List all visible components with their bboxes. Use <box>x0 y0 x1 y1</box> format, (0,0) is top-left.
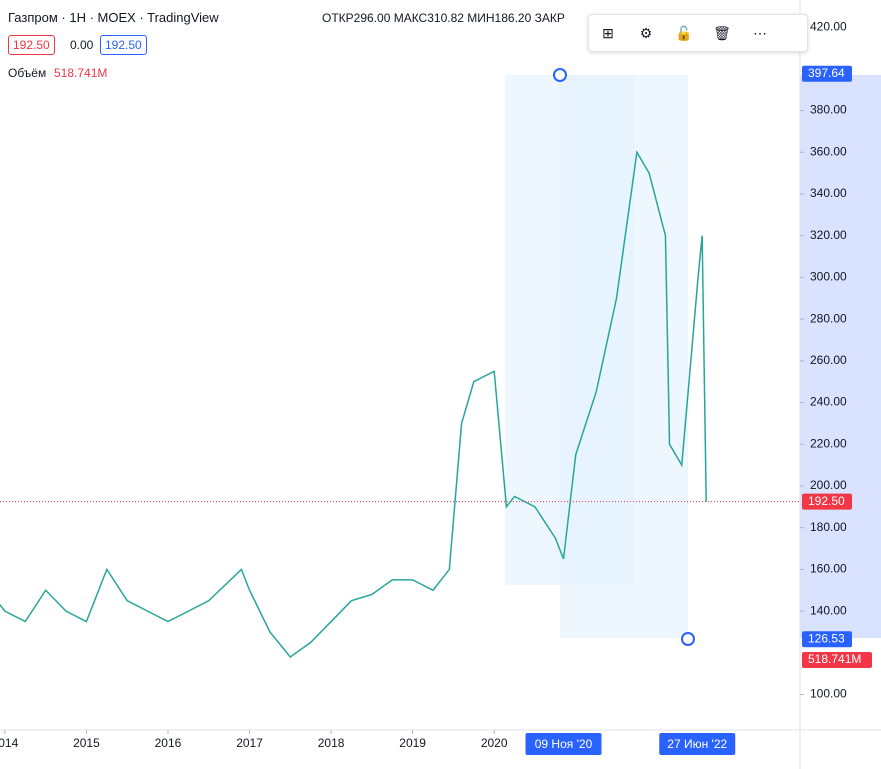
y-tick-label: 260.00 <box>810 353 847 367</box>
y-tick-label: 360.00 <box>810 144 847 158</box>
y-tick-label: 340.00 <box>810 186 847 200</box>
delete-button[interactable]: 🗑 <box>713 24 731 41</box>
y-tick-label: 300.00 <box>810 270 847 284</box>
y-tick-label: 280.00 <box>810 311 847 325</box>
x-tick-label: 2017 <box>236 736 263 750</box>
ohlc: ОТКР296.00 МАКС310.82 МИН186.20 ЗАКР <box>322 11 565 25</box>
volume-label: Объём <box>8 66 47 80</box>
y-tick-label: 380.00 <box>810 103 847 117</box>
add-button[interactable]: ⊞ <box>602 24 614 41</box>
y-tick-label: 200.00 <box>810 478 847 492</box>
price-label-bg <box>802 65 852 82</box>
handle[interactable] <box>553 68 567 82</box>
x-tick-label: 2019 <box>399 736 426 750</box>
x-marker-bg <box>525 733 602 755</box>
price-label: 126.53 <box>808 631 845 645</box>
y-tick-label: 160.00 <box>810 562 847 576</box>
y-tick-label: 140.00 <box>810 603 847 617</box>
volume-value: 518.741M <box>54 66 108 80</box>
y-tick-label: 100.00 <box>810 687 847 701</box>
bid[interactable]: 192.50 <box>8 35 55 55</box>
price-label: 397.64 <box>808 66 845 80</box>
y-tick-label: 320.00 <box>810 228 847 242</box>
x-tick-label: 2014 <box>0 736 19 750</box>
symbol: Газпром · 1H · MOEX · TradingView <box>8 10 219 25</box>
volume-profile-area <box>560 75 688 638</box>
x-marker-label: 27 Июн '22 <box>667 737 727 751</box>
price-label-bg <box>802 631 852 648</box>
x-tick-label: 2018 <box>318 736 345 750</box>
x-tick-label: 2016 <box>155 736 182 750</box>
more-button[interactable]: ⋯ <box>753 24 767 41</box>
volume-label-bg <box>802 652 872 668</box>
ask[interactable]: 192.50 <box>100 35 147 55</box>
price-label-bg <box>802 493 852 510</box>
price-label: 192.50 <box>808 494 845 508</box>
x-tick-label: 2020 <box>481 736 508 750</box>
x-marker-bg <box>659 733 736 755</box>
price-line <box>0 150 707 659</box>
handle[interactable] <box>681 632 695 646</box>
toolbar: ⊞ ⚙ 🔓 🗑 ⋯ <box>588 14 808 52</box>
volume-label: 518.741M <box>808 652 861 666</box>
spread: 0.00 <box>70 38 94 52</box>
y-tick-label: 180.00 <box>810 520 847 534</box>
lock-button[interactable]: 🔓 <box>675 24 693 41</box>
settings-button[interactable]: ⚙ <box>639 24 653 41</box>
y-tick-label: 420.00 <box>810 19 847 33</box>
range-highlight <box>800 75 881 638</box>
y-tick-label: 240.00 <box>810 395 847 409</box>
x-tick-label: 2015 <box>73 736 100 750</box>
y-tick-label: 220.00 <box>810 436 847 450</box>
x-marker-label: 09 Ноя '20 <box>535 737 593 751</box>
